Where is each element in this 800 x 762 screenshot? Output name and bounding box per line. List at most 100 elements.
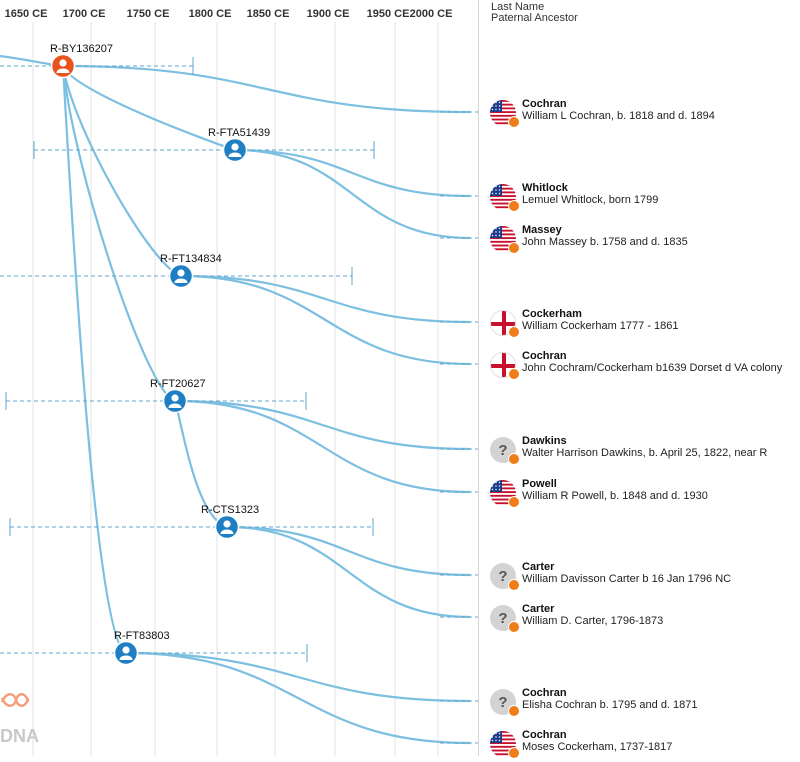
svg-text:?: ? xyxy=(498,442,507,459)
paternal-ancestor-label: Elisha Cochran b. 1795 and d. 1871 xyxy=(522,699,698,711)
branch-line xyxy=(180,274,471,324)
surname-label: Whitlock xyxy=(522,182,568,194)
status-dot-icon xyxy=(508,453,520,465)
haplogroup-node[interactable] xyxy=(113,640,139,666)
svg-text:?: ? xyxy=(498,610,507,627)
status-dot-icon xyxy=(508,496,520,508)
surname-label: Dawkins xyxy=(522,435,567,447)
lineage-row[interactable]: Powell William R Powell, b. 1848 and d. 1… xyxy=(488,477,798,511)
paternal-ancestor-label: John Massey b. 1758 and d. 1835 xyxy=(522,236,688,248)
status-dot-icon xyxy=(508,326,520,338)
haplogroup-node[interactable] xyxy=(168,263,194,289)
lineage-row[interactable]: ? Carter William Davisson Carter b 16 Jan … xyxy=(488,560,798,594)
surname-label: Carter xyxy=(522,561,555,573)
branch-line xyxy=(61,65,127,655)
branch-line xyxy=(226,525,471,619)
status-dot-icon xyxy=(508,621,520,633)
axis-tick-label: 2000 CE xyxy=(410,8,453,20)
us-flag-icon xyxy=(490,731,516,757)
axis-tick-label: 1700 CE xyxy=(63,8,106,20)
lineage-row[interactable]: ? Cochran Elisha Cochran b. 1795 and d. 18… xyxy=(488,686,798,720)
haplogroup-label[interactable]: R-BY136207 xyxy=(50,43,113,55)
lineage-row[interactable]: Whitlock Lemuel Whitlock, born 1799 xyxy=(488,181,798,215)
lineage-row[interactable]: ? Carter William D. Carter, 1796-1873 xyxy=(488,602,798,636)
person-head-icon xyxy=(171,394,179,402)
surname-label: Cochran xyxy=(522,687,567,699)
surname-label: Powell xyxy=(522,478,557,490)
lineage-row[interactable]: ? Dawkins Walter Harrison Dawkins, b. Apri… xyxy=(488,434,798,468)
person-head-icon xyxy=(223,520,231,528)
person-body-icon xyxy=(228,152,242,157)
paternal-ancestor-label: Walter Harrison Dawkins, b. April 25, 18… xyxy=(522,447,768,459)
paternal-ancestor-label: William Cockerham 1777 - 1861 xyxy=(522,320,679,332)
axis-tick-label: 1750 CE xyxy=(127,8,170,20)
status-dot-icon xyxy=(508,705,520,717)
branch-line xyxy=(125,651,471,745)
paternal-ancestor-label: Moses Cockerham, 1737-1817 xyxy=(522,741,673,753)
branch-line xyxy=(234,148,471,198)
surname-label: Cochran xyxy=(522,729,567,741)
surname-label: Cochran xyxy=(522,350,567,362)
branch-line xyxy=(61,65,182,278)
svg-text:?: ? xyxy=(498,694,507,711)
unknown-origin-icon: ? xyxy=(490,689,516,715)
paternal-ancestor-label: William Davisson Carter b 16 Jan 1796 NC xyxy=(522,573,732,585)
paternal-ancestor-header: Paternal Ancestor xyxy=(491,12,578,24)
axis-tick-label: 1800 CE xyxy=(189,8,232,20)
us-flag-icon xyxy=(490,184,516,210)
haplogroup-node[interactable] xyxy=(162,388,188,414)
surname-label: Massey xyxy=(522,224,562,236)
person-head-icon xyxy=(59,59,67,67)
lineage-row[interactable]: Cochran John Cochram/Cockerham b1639 Dors… xyxy=(488,349,798,383)
branch-line xyxy=(125,651,471,703)
haplogroup-label[interactable]: R-FTA51439 xyxy=(208,127,270,139)
svg-text:?: ? xyxy=(498,568,507,585)
haplogroup-label[interactable]: R-FT20627 xyxy=(150,378,206,390)
status-dot-icon xyxy=(508,242,520,254)
england-flag-icon xyxy=(490,352,516,378)
panel-divider xyxy=(478,0,479,756)
surname-label: Carter xyxy=(522,603,555,615)
branch-line xyxy=(226,525,471,577)
knot-logo-icon xyxy=(0,693,30,707)
lineage-row[interactable]: Cockerham William Cockerham 1777 - 1861 xyxy=(488,307,798,341)
haplogroup-label[interactable]: R-FT83803 xyxy=(114,630,170,642)
branch-line xyxy=(180,274,471,366)
person-body-icon xyxy=(174,278,188,283)
status-dot-icon xyxy=(508,747,520,759)
haplogroup-node[interactable] xyxy=(214,514,240,540)
column-header: Last Name Paternal Ancestor xyxy=(491,2,578,24)
haplogroup-label[interactable]: R-FT134834 xyxy=(160,253,222,265)
lineage-row[interactable]: Massey John Massey b. 1758 and d. 1835 xyxy=(488,223,798,257)
person-head-icon xyxy=(122,646,130,654)
branch-line xyxy=(174,399,471,451)
axis-tick-label: 1900 CE xyxy=(307,8,350,20)
status-dot-icon xyxy=(508,579,520,591)
lineage-row[interactable]: Cochran Moses Cockerham, 1737-1817 xyxy=(488,728,798,762)
lineage-row[interactable]: Cochran William L Cochran, b. 1818 and d.… xyxy=(488,97,798,131)
haplogroup-node[interactable] xyxy=(222,137,248,163)
status-dot-icon xyxy=(508,200,520,212)
person-body-icon xyxy=(119,655,133,660)
paternal-ancestor-label: William L Cochran, b. 1818 and d. 1894 xyxy=(522,110,715,122)
axis-tick-label: 1950 CE xyxy=(367,8,410,20)
branch-line xyxy=(174,399,471,494)
branch-line xyxy=(61,65,176,403)
paternal-ancestor-label: Lemuel Whitlock, born 1799 xyxy=(522,194,659,206)
us-flag-icon xyxy=(490,480,516,506)
paternal-ancestor-label: William D. Carter, 1796-1873 xyxy=(522,615,664,627)
paternal-ancestor-label: John Cochram/Cockerham b1639 Dorset d VA… xyxy=(522,362,783,374)
person-head-icon xyxy=(231,143,239,151)
haplogroup-node[interactable] xyxy=(50,53,76,79)
surname-label: Cockerham xyxy=(522,308,582,320)
surname-label: Cochran xyxy=(522,98,567,110)
brand-watermark: DNA xyxy=(0,726,39,746)
haplogroup-label[interactable]: R-CTS1323 xyxy=(201,504,259,516)
tree-canvas: 1650 CE 1700 CE 1750 CE 1800 CE 1850 CE 1900 … xyxy=(0,8,478,756)
us-flag-icon xyxy=(490,100,516,126)
status-dot-icon xyxy=(508,368,520,380)
axis-tick-label: 1650 CE xyxy=(5,8,48,20)
paternal-ancestor-label: William R Powell, b. 1848 and d. 1930 xyxy=(522,490,708,502)
person-body-icon xyxy=(220,529,234,534)
